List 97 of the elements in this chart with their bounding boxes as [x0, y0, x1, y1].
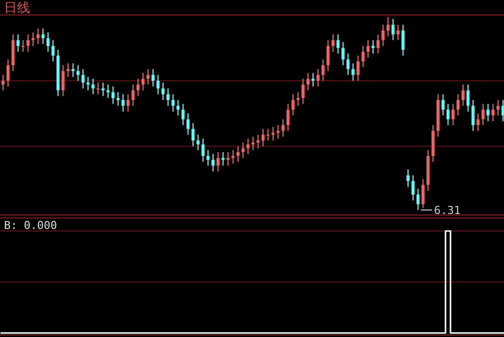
candlestick	[126, 94, 130, 112]
candlestick	[452, 103, 454, 126]
candlestick	[326, 40, 330, 72]
candlestick	[292, 94, 294, 116]
candlestick	[132, 84, 134, 106]
candlestick	[266, 128, 270, 142]
candlestick	[52, 40, 54, 62]
candlestick	[102, 82, 104, 97]
candlestick	[402, 24, 404, 56]
candlestick	[442, 94, 444, 116]
candlestick	[406, 168, 410, 188]
candlestick	[172, 94, 174, 112]
candlestick	[362, 45, 364, 68]
candlestick	[62, 64, 64, 97]
candlestick	[252, 136, 254, 151]
candlestick	[502, 99, 504, 122]
candlestick	[416, 188, 420, 210]
candlestick	[136, 78, 140, 97]
candlestick	[296, 92, 300, 106]
candlestick	[392, 18, 394, 41]
candlestick	[346, 53, 350, 76]
candlestick	[246, 138, 250, 155]
candlestick	[32, 32, 34, 46]
candlestick	[456, 94, 460, 116]
candlestick	[122, 94, 124, 112]
candlestick	[332, 34, 334, 52]
candlestick	[112, 86, 114, 104]
candlestick	[386, 16, 390, 37]
candlestick	[282, 118, 284, 138]
candlestick	[176, 99, 180, 116]
candlestick	[316, 68, 320, 87]
candlestick	[336, 34, 340, 54]
candlestick	[366, 40, 370, 58]
candlestick	[496, 99, 500, 116]
candlestick	[166, 88, 170, 106]
chart-title: B: 0.000	[4, 219, 57, 232]
candlestick	[106, 84, 110, 99]
candlestick	[232, 150, 234, 164]
candlestick	[6, 58, 10, 87]
candlestick	[382, 24, 384, 46]
candlestick	[196, 134, 200, 151]
candlestick	[236, 146, 240, 162]
candlestick	[286, 103, 290, 132]
annotation: 6.31	[434, 204, 460, 217]
candlestick	[96, 82, 100, 95]
candlestick	[22, 40, 24, 52]
candlestick	[396, 24, 400, 41]
candlestick	[306, 72, 310, 91]
candlestick	[372, 40, 374, 54]
candlestick	[206, 150, 210, 166]
candlestick	[156, 74, 160, 95]
candlestick	[422, 178, 424, 209]
chart-title: 日线	[4, 1, 30, 16]
candlestick	[186, 113, 190, 136]
candlestick	[256, 134, 260, 149]
candlestick	[466, 84, 470, 112]
candlestick	[342, 42, 344, 66]
candlestick	[202, 138, 204, 162]
candlestick	[16, 34, 20, 52]
candlestick	[86, 76, 90, 91]
candlestick	[2, 74, 4, 91]
candlestick	[182, 103, 184, 126]
candlestick	[222, 152, 224, 166]
candlestick	[352, 62, 354, 82]
candlestick	[82, 68, 84, 89]
candlestick	[412, 174, 414, 201]
candlestick	[356, 55, 360, 82]
candlestick	[462, 84, 464, 106]
candlestick	[302, 78, 304, 104]
candlestick	[492, 103, 494, 122]
candlestick	[446, 103, 450, 126]
candlestick	[322, 58, 324, 82]
candlestick	[476, 113, 480, 132]
candlestick	[242, 142, 244, 158]
candlestick	[146, 68, 150, 86]
candlestick	[192, 122, 194, 147]
candlestick	[276, 124, 280, 140]
candlestick	[72, 62, 74, 78]
candlestick	[486, 103, 490, 122]
candlestick	[116, 92, 120, 106]
candlestick	[162, 82, 164, 100]
candlestick	[42, 28, 44, 45]
candlestick	[92, 78, 94, 95]
candlestick	[46, 32, 50, 52]
candlestick	[482, 103, 484, 126]
candlestick	[26, 34, 30, 52]
candlestick	[226, 152, 230, 166]
candlestick	[262, 128, 264, 147]
candlestick	[212, 154, 214, 172]
candlestick	[472, 99, 474, 132]
candlestick	[36, 28, 40, 45]
candlestick	[216, 152, 220, 172]
candlestick	[152, 68, 154, 87]
candlestick	[76, 64, 80, 82]
candlestick	[142, 72, 144, 91]
candlestick	[66, 62, 70, 78]
candlestick	[376, 34, 380, 54]
